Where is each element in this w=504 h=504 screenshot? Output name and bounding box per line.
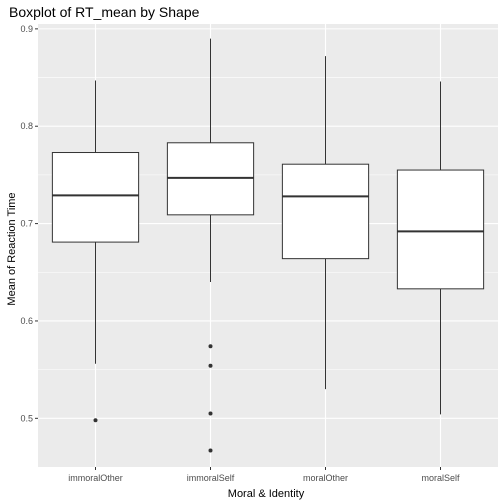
outlier-point [208,344,213,349]
box-immoralOther [51,80,140,423]
x-axis-title: Moral & Identity [228,488,305,500]
outlier-point [208,411,213,416]
y-tick-label: 0.6 [20,316,33,326]
x-tick-label: immoralSelf [187,473,235,483]
box-moralSelf [396,81,485,415]
box-moralOther [281,56,370,390]
y-tick-label: 0.5 [20,413,33,423]
chart-title: Boxplot of RT_mean by Shape [9,4,200,20]
iqr-box [281,163,370,260]
y-tick-label: 0.7 [20,219,33,229]
outlier-point [208,363,213,368]
y-axis-title: Mean of Reaction Time [6,192,18,305]
iqr-box [396,169,485,290]
iqr-box [51,152,140,243]
x-tick-label: immoralOther [68,473,123,483]
x-axis: immoralOther immoralSelf moralOther moralSe… [68,467,460,483]
boxes-layer [51,38,485,453]
x-tick-label: moralOther [303,473,348,483]
y-axis: 0.5 0.6 0.7 0.8 0.9 [20,24,38,423]
y-tick-label: 0.9 [20,24,33,34]
outlier-point [208,448,213,453]
outlier-point [93,418,98,423]
box-immoralSelf [166,38,255,453]
x-tick-label: moralSelf [421,473,460,483]
y-tick-label: 0.8 [20,121,33,131]
